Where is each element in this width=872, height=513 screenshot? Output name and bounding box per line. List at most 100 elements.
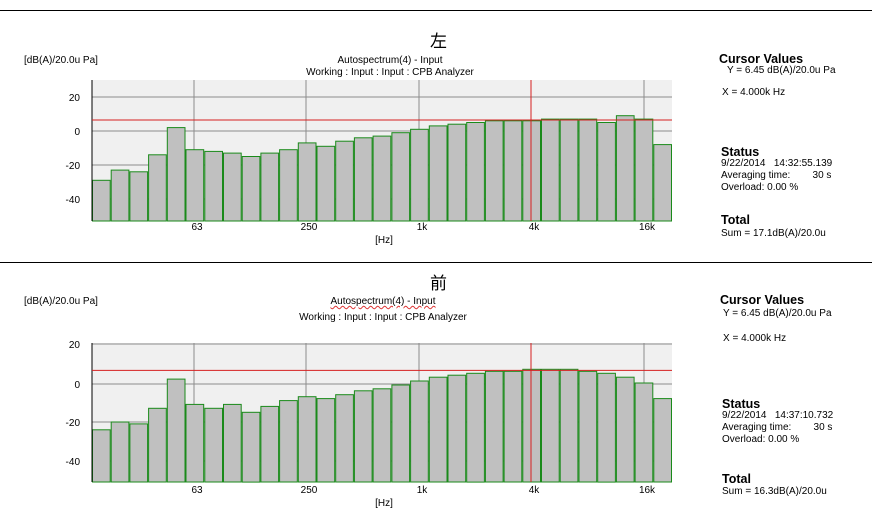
spectrum-bar xyxy=(92,429,111,483)
spectrum-bar xyxy=(578,118,598,222)
spectrum-bar xyxy=(372,388,392,483)
spectrum-bar xyxy=(297,142,317,222)
spectrum-bar xyxy=(410,380,429,483)
x-tick-label: 250 xyxy=(301,222,318,233)
spectrum-bar xyxy=(241,411,261,483)
spectrum-bar xyxy=(541,118,560,222)
spectrum-bar xyxy=(447,123,467,222)
panel-top-border xyxy=(0,262,872,263)
spectrum-bar xyxy=(148,407,167,483)
spectrum-panel-left: 左 [dB(A)/20.0u Pa] Autospectrum(4) - Inp… xyxy=(0,0,872,262)
spectrum-bar xyxy=(541,368,560,483)
spectrum-bar xyxy=(522,368,541,483)
cursor-x-value: X = 4.000k Hz xyxy=(722,87,786,98)
spectrum-bar xyxy=(391,384,411,483)
x-tick-label: 63 xyxy=(191,222,203,233)
spectrum-bar xyxy=(466,372,485,483)
status-heading: Status xyxy=(722,397,761,411)
x-tick-label: 1k xyxy=(417,485,429,496)
spectrum-bar xyxy=(353,390,373,483)
spectrum-chart[interactable]: 20 0 -20 -40 63 250 1k 4k 16k [Hz] xyxy=(0,0,872,262)
chart-title-line1: Autospectrum(4) - Input xyxy=(330,296,436,307)
spectrum-bar xyxy=(223,152,242,222)
spectrum-panel-front: 前 [dB(A)/20.0u Pa] Autospectrum(4) - Inp… xyxy=(0,262,872,513)
spectrum-bar xyxy=(92,179,111,222)
x-tick-label: 16k xyxy=(639,485,656,496)
spectrum-bar xyxy=(634,118,654,222)
y-tick-label: -40 xyxy=(66,457,81,468)
overload: Overload: 0.00 % xyxy=(721,182,799,193)
cursor-x-value: X = 4.000k Hz xyxy=(723,333,787,344)
status-heading: Status xyxy=(721,145,760,159)
spectrum-bar xyxy=(148,154,167,222)
cursor-values-box: Cursor Values Y = 6.45 dB(A)/20.0u Pa X … xyxy=(720,294,832,345)
spectrum-bar xyxy=(297,396,317,483)
cursor-values-heading: Cursor Values xyxy=(720,293,805,307)
y-tick-label: -40 xyxy=(66,195,81,206)
spectrum-bar xyxy=(428,376,448,483)
chart-subtitle: Working : Input : Input : CPB Analyzer xyxy=(299,312,467,323)
status-box: Status 9/22/2014 14:32:55.139 Averaging … xyxy=(721,146,832,194)
spectrum-bar xyxy=(316,398,336,483)
spectrum-bar xyxy=(335,140,354,222)
spectrum-bar xyxy=(204,150,224,222)
y-tick-label: 0 xyxy=(74,380,80,391)
x-tick-label: 63 xyxy=(191,485,203,496)
spectrum-chart[interactable]: 20 0 -20 -40 63 250 1k 4k 16k [Hz] xyxy=(0,262,872,513)
total-box: Total Sum = 16.3dB(A)/20.0u xyxy=(722,473,827,498)
spectrum-bar xyxy=(484,370,504,483)
spectrum-bar xyxy=(166,127,186,222)
panel-top-border xyxy=(0,10,872,11)
spectrum-bar xyxy=(653,398,672,483)
spectrum-bar xyxy=(260,152,280,222)
y-tick-label: -20 xyxy=(66,161,81,172)
spectrum-bar xyxy=(316,145,336,222)
y-unit-label: [dB(A)/20.0u Pa] xyxy=(24,296,98,307)
spectrum-bar xyxy=(503,120,523,222)
x-tick-label: 16k xyxy=(639,222,656,233)
cursor-values-heading: Cursor Values xyxy=(719,52,804,66)
spectrum-bar xyxy=(597,122,616,222)
y-tick-label: -20 xyxy=(66,418,81,429)
spectrum-bar xyxy=(634,382,654,483)
spectrum-bar xyxy=(110,421,130,483)
averaging-time: Averaging time: 30 s xyxy=(722,422,833,433)
spectrum-bar xyxy=(615,115,635,222)
total-box: Total Sum = 17.1dB(A)/20.0u xyxy=(721,214,826,240)
chart-title-line1: Autospectrum(4) - Input xyxy=(337,55,443,66)
status-box: Status 9/22/2014 14:37:10.732 Averaging … xyxy=(722,398,833,446)
x-tick-label: 4k xyxy=(529,485,541,496)
x-axis-label: [Hz] xyxy=(375,498,393,509)
spectrum-bar xyxy=(391,132,411,222)
chart-subtitle: Working : Input : Input : CPB Analyzer xyxy=(306,67,474,78)
cursor-y-value: Y = 6.45 dB(A)/20.0u Pa xyxy=(727,65,836,76)
spectrum-bar xyxy=(653,144,672,222)
spectrum-bar xyxy=(110,169,130,222)
spectrum-bar xyxy=(484,120,504,222)
spectrum-bar xyxy=(522,120,541,222)
spectrum-bar xyxy=(129,171,149,222)
spectrum-bar xyxy=(204,407,224,483)
y-tick-label: 20 xyxy=(69,340,81,351)
x-tick-label: 250 xyxy=(301,485,318,496)
spectrum-bar xyxy=(279,400,298,483)
spectrum-bar xyxy=(166,378,186,483)
spectrum-bar xyxy=(279,149,298,222)
total-heading: Total xyxy=(721,213,750,227)
spectrum-bar xyxy=(428,125,448,222)
spectrum-bar xyxy=(335,394,354,483)
chart-title: Autospectrum(4) - Input xyxy=(290,55,490,66)
spectrum-bar xyxy=(372,135,392,222)
spectrum-bar xyxy=(447,374,467,483)
cursor-values-box: Cursor Values Y = 6.45 dB(A)/20.0u Pa X … xyxy=(719,53,836,99)
spectrum-bar xyxy=(353,137,373,222)
spectrum-bar xyxy=(185,403,205,483)
spectrum-bar xyxy=(615,376,635,483)
y-unit-label: [dB(A)/20.0u Pa] xyxy=(24,55,98,66)
spectrum-bar xyxy=(129,423,149,483)
spectrum-bar xyxy=(241,156,261,222)
panel-label: 左 xyxy=(430,32,447,52)
spectrum-bar xyxy=(503,370,523,483)
spectrum-bar xyxy=(410,128,429,222)
averaging-time: Averaging time: 30 s xyxy=(721,170,832,181)
